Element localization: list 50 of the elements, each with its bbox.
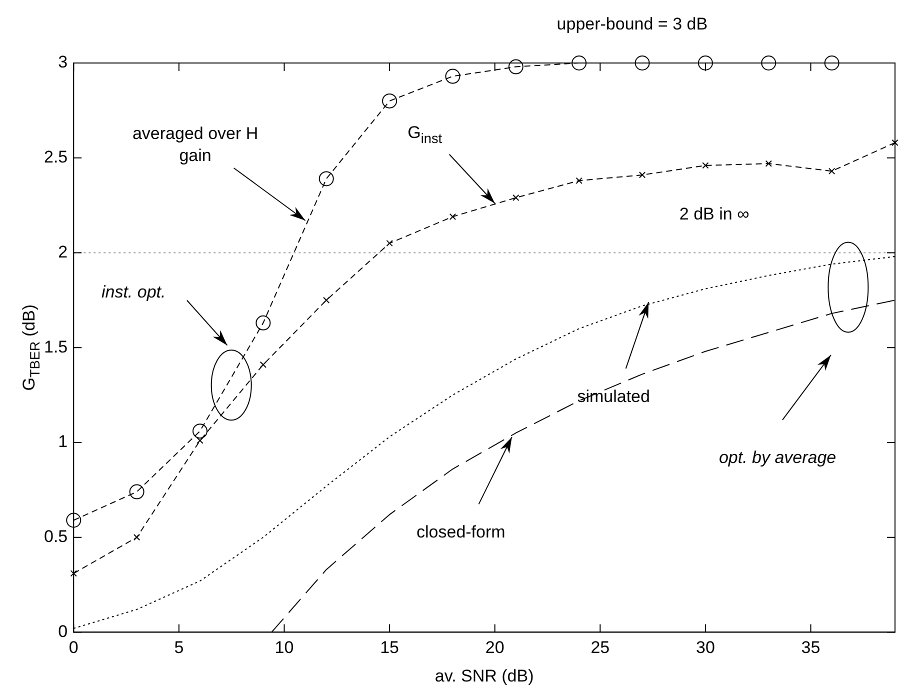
y-tick-label: 2.5 [44, 148, 68, 167]
x-tick-label: 30 [696, 638, 715, 658]
point [445, 68, 460, 84]
y-tick-label: 2 [58, 242, 68, 262]
point [129, 484, 144, 500]
y-tick-label: 1.5 [44, 337, 68, 356]
x-tick-label: 25 [590, 638, 610, 658]
point [133, 534, 140, 541]
point [761, 56, 776, 70]
point [323, 296, 330, 304]
annotation: averaged over H gain [132, 124, 258, 166]
point [892, 139, 898, 146]
point [576, 177, 582, 184]
annotation: opt. by average [718, 448, 836, 467]
x-tick-label: 35 [801, 638, 820, 658]
point [765, 160, 772, 167]
point [638, 172, 646, 178]
x-tick-label: 5 [174, 638, 184, 658]
point [382, 93, 398, 108]
x-axis-title: av. SNR (dB) [434, 666, 534, 686]
point [828, 168, 836, 174]
point [508, 59, 524, 74]
point [196, 437, 204, 444]
x-tick-label: 10 [274, 638, 294, 658]
point [256, 315, 271, 330]
point [702, 162, 709, 169]
point [572, 56, 587, 70]
y-tick-label: 0.5 [44, 527, 68, 546]
point [66, 512, 82, 528]
point [449, 213, 456, 220]
x-tick-label: 20 [485, 638, 504, 658]
point [512, 194, 520, 202]
annotation: simulated [577, 386, 650, 406]
annotation: closed-form [416, 522, 506, 542]
point [386, 240, 393, 247]
text: upper-bound = 3 dB [556, 14, 708, 34]
ref-line-label: 2 dB in ∞ [679, 204, 750, 224]
point [824, 56, 840, 70]
x-tick-label: 15 [380, 638, 400, 658]
point [192, 424, 208, 439]
y-axis-title: GTBER (dB) [20, 304, 43, 391]
y-tick-label: 1 [58, 432, 68, 452]
y-tick-label: 3 [58, 52, 68, 72]
point [260, 361, 267, 368]
point [634, 56, 650, 70]
point [318, 171, 334, 186]
point [70, 570, 77, 577]
point [698, 56, 713, 70]
annotation: inst. opt. [101, 282, 166, 302]
y-tick-label: 0 [58, 622, 68, 641]
